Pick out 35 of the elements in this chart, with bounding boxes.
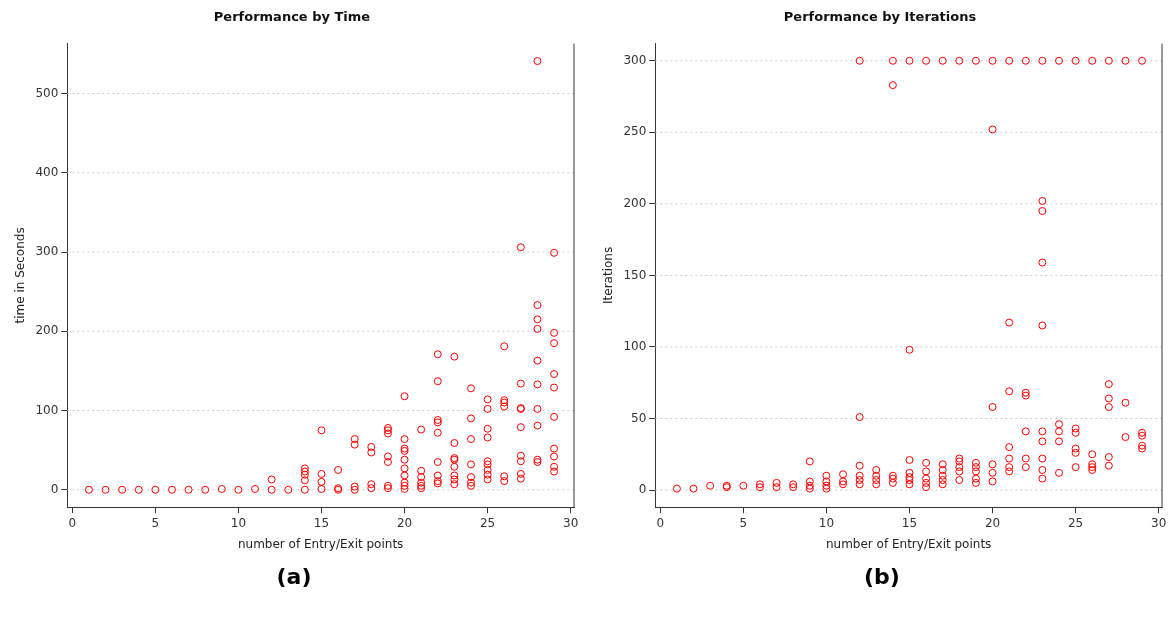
x-tick-label: 5 <box>151 515 160 530</box>
y-tick-label: 100 <box>35 402 59 417</box>
y-tick-label: 200 <box>35 323 59 338</box>
y-axis-title: time in Seconds <box>13 227 28 324</box>
x-tick-label: 30 <box>1151 515 1167 530</box>
y-tick-label: 250 <box>623 124 647 139</box>
y-tick-label: 500 <box>35 85 59 100</box>
y-tick-label: 150 <box>623 267 647 282</box>
y-tick-label: 50 <box>631 410 647 425</box>
x-tick-label: 15 <box>313 515 330 530</box>
y-axis-title: Iterations <box>601 246 616 304</box>
x-axis-title: number of Entry/Exit points <box>825 536 992 551</box>
x-tick-label: 25 <box>479 515 496 530</box>
x-tick-label: 0 <box>656 515 665 530</box>
y-tick-label: 100 <box>623 339 647 354</box>
x-tick-label: 0 <box>68 515 77 530</box>
y-tick-label: 400 <box>35 164 59 179</box>
x-tick-label: 10 <box>230 515 247 530</box>
x-tick-label: 20 <box>396 515 413 530</box>
y-tick-label: 0 <box>638 482 647 497</box>
y-tick-label: 300 <box>623 52 647 67</box>
text: (a) <box>275 564 313 589</box>
x-axis-title: number of Entry/Exit points <box>237 536 404 551</box>
x-tick-label: 30 <box>563 515 579 530</box>
y-tick-label: 200 <box>623 195 647 210</box>
x-tick-label: 5 <box>739 515 748 530</box>
chart-title: Performance by Iterations <box>783 9 977 25</box>
chart-title: Performance by Time <box>213 9 371 25</box>
x-tick-label: 15 <box>901 515 918 530</box>
y-tick-label: 300 <box>35 244 59 259</box>
text: (b) <box>863 564 901 589</box>
x-tick-label: 25 <box>1067 515 1084 530</box>
y-tick-label: 0 <box>50 481 59 496</box>
x-tick-label: 20 <box>984 515 1001 530</box>
x-tick-label: 10 <box>818 515 835 530</box>
